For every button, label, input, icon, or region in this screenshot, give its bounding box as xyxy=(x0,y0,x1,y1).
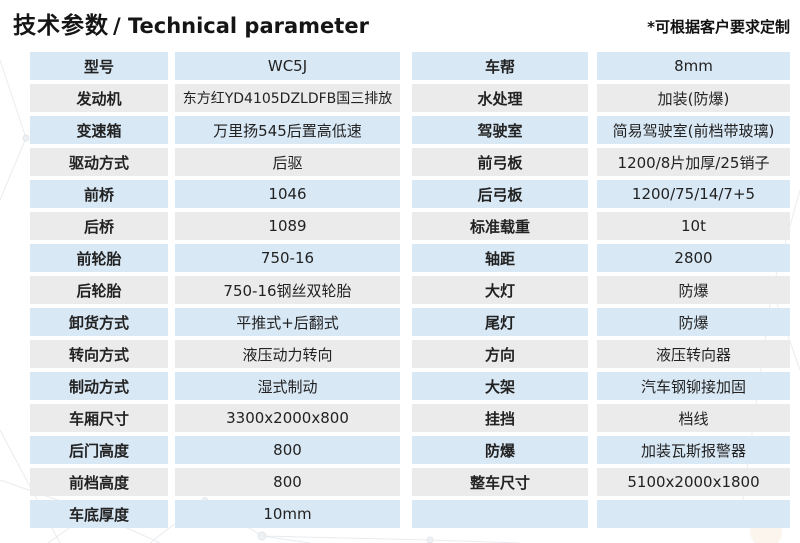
param-label: 前弓板 xyxy=(412,148,588,176)
param-value: 后驱 xyxy=(175,148,400,176)
param-value: 8mm xyxy=(597,52,790,80)
table-row: 型号 WC5J xyxy=(30,52,400,80)
param-value: 平推式+后翻式 xyxy=(175,308,400,336)
table-row: 发动机 东方红YD4105DZLDFB国三排放 xyxy=(30,84,400,112)
param-label: 标准载重 xyxy=(412,212,588,240)
param-value: 800 xyxy=(175,468,400,496)
param-label: 前档高度 xyxy=(30,468,168,496)
table-row: 车底厚度 10mm xyxy=(30,500,400,528)
table-row: 后弓板 1200/75/14/7+5 xyxy=(412,180,790,208)
param-value xyxy=(597,500,790,528)
table-row: 整车尺寸 5100x2000x1800 xyxy=(412,468,790,496)
table-row: 方向 液压转向器 xyxy=(412,340,790,368)
param-value: 10t xyxy=(597,212,790,240)
table-row: 挂挡 档线 xyxy=(412,404,790,432)
table-row: 前弓板 1200/8片加厚/25销子 xyxy=(412,148,790,176)
param-value: 750-16钢丝双轮胎 xyxy=(175,276,400,304)
table-row: 轴距 2800 xyxy=(412,244,790,272)
spec-table-right: 车帮 8mm 水处理 加装(防爆) 驾驶室 简易驾驶室(前档带玻璃) 前弓板 1200/8片加… xyxy=(412,52,790,528)
param-label: 前轮胎 xyxy=(30,244,168,272)
param-label: 车底厚度 xyxy=(30,500,168,528)
param-label: 后轮胎 xyxy=(30,276,168,304)
param-value: 防爆 xyxy=(597,276,790,304)
table-row: 尾灯 防爆 xyxy=(412,308,790,336)
table-row: 转向方式 液压动力转向 xyxy=(30,340,400,368)
param-value: 800 xyxy=(175,436,400,464)
table-row: 标准载重 10t xyxy=(412,212,790,240)
table-row: 卸货方式 平推式+后翻式 xyxy=(30,308,400,336)
spec-table-left: 型号 WC5J 发动机 东方红YD4105DZLDFB国三排放 变速箱 万里扬545后置高… xyxy=(30,52,400,528)
param-value: 1089 xyxy=(175,212,400,240)
table-row: 驾驶室 简易驾驶室(前档带玻璃) xyxy=(412,116,790,144)
param-label: 前桥 xyxy=(30,180,168,208)
spec-tables: 型号 WC5J 发动机 东方红YD4105DZLDFB国三排放 变速箱 万里扬545后置高… xyxy=(30,52,790,528)
table-row: 后桥 1089 xyxy=(30,212,400,240)
customization-note: *可根据客户要求定制 xyxy=(647,18,790,36)
table-row: 驱动方式 后驱 xyxy=(30,148,400,176)
param-value: 1046 xyxy=(175,180,400,208)
param-label: 尾灯 xyxy=(412,308,588,336)
param-label: 整车尺寸 xyxy=(412,468,588,496)
table-row: 车厢尺寸 3300x2000x800 xyxy=(30,404,400,432)
param-label: 后桥 xyxy=(30,212,168,240)
table-row: 前桥 1046 xyxy=(30,180,400,208)
param-label: 车帮 xyxy=(412,52,588,80)
table-row xyxy=(412,500,790,528)
param-label: 挂挡 xyxy=(412,404,588,432)
param-label: 发动机 xyxy=(30,84,168,112)
table-row: 防爆 加装瓦斯报警器 xyxy=(412,436,790,464)
param-value: WC5J xyxy=(175,52,400,80)
param-value: 3300x2000x800 xyxy=(175,404,400,432)
param-label: 转向方式 xyxy=(30,340,168,368)
param-value: 档线 xyxy=(597,404,790,432)
param-value: 2800 xyxy=(597,244,790,272)
table-row: 后门高度 800 xyxy=(30,436,400,464)
page-title-en: / Technical parameter xyxy=(113,14,369,38)
param-value: 液压动力转向 xyxy=(175,340,400,368)
table-row: 后轮胎 750-16钢丝双轮胎 xyxy=(30,276,400,304)
param-value: 液压转向器 xyxy=(597,340,790,368)
table-row: 前轮胎 750-16 xyxy=(30,244,400,272)
param-label: 驾驶室 xyxy=(412,116,588,144)
param-label: 方向 xyxy=(412,340,588,368)
page-title: 技术参数 / Technical parameter xyxy=(13,6,369,40)
table-row: 大架 汽车钢铆接加固 xyxy=(412,372,790,400)
param-label: 车厢尺寸 xyxy=(30,404,168,432)
param-value: 10mm xyxy=(175,500,400,528)
param-label: 大灯 xyxy=(412,276,588,304)
param-value: 防爆 xyxy=(597,308,790,336)
param-value: 1200/75/14/7+5 xyxy=(597,180,790,208)
param-label xyxy=(412,500,588,528)
param-value: 1200/8片加厚/25销子 xyxy=(597,148,790,176)
table-row: 变速箱 万里扬545后置高低速 xyxy=(30,116,400,144)
param-label: 防爆 xyxy=(412,436,588,464)
param-value: 万里扬545后置高低速 xyxy=(175,116,400,144)
param-label: 后门高度 xyxy=(30,436,168,464)
param-value: 加装(防爆) xyxy=(597,84,790,112)
param-value: 简易驾驶室(前档带玻璃) xyxy=(597,116,790,144)
param-label: 变速箱 xyxy=(30,116,168,144)
param-value: 加装瓦斯报警器 xyxy=(597,436,790,464)
page-title-zh: 技术参数 xyxy=(13,13,109,39)
table-row: 水处理 加装(防爆) xyxy=(412,84,790,112)
param-label: 水处理 xyxy=(412,84,588,112)
table-row: 制动方式 湿式制动 xyxy=(30,372,400,400)
param-label: 大架 xyxy=(412,372,588,400)
param-value: 东方红YD4105DZLDFB国三排放 xyxy=(175,84,400,112)
table-row: 前档高度 800 xyxy=(30,468,400,496)
param-label: 驱动方式 xyxy=(30,148,168,176)
param-value: 750-16 xyxy=(175,244,400,272)
param-label: 后弓板 xyxy=(412,180,588,208)
param-value: 5100x2000x1800 xyxy=(597,468,790,496)
table-row: 车帮 8mm xyxy=(412,52,790,80)
param-label: 轴距 xyxy=(412,244,588,272)
param-value: 湿式制动 xyxy=(175,372,400,400)
param-value: 汽车钢铆接加固 xyxy=(597,372,790,400)
table-row: 大灯 防爆 xyxy=(412,276,790,304)
param-label: 制动方式 xyxy=(30,372,168,400)
param-label: 型号 xyxy=(30,52,168,80)
param-label: 卸货方式 xyxy=(30,308,168,336)
